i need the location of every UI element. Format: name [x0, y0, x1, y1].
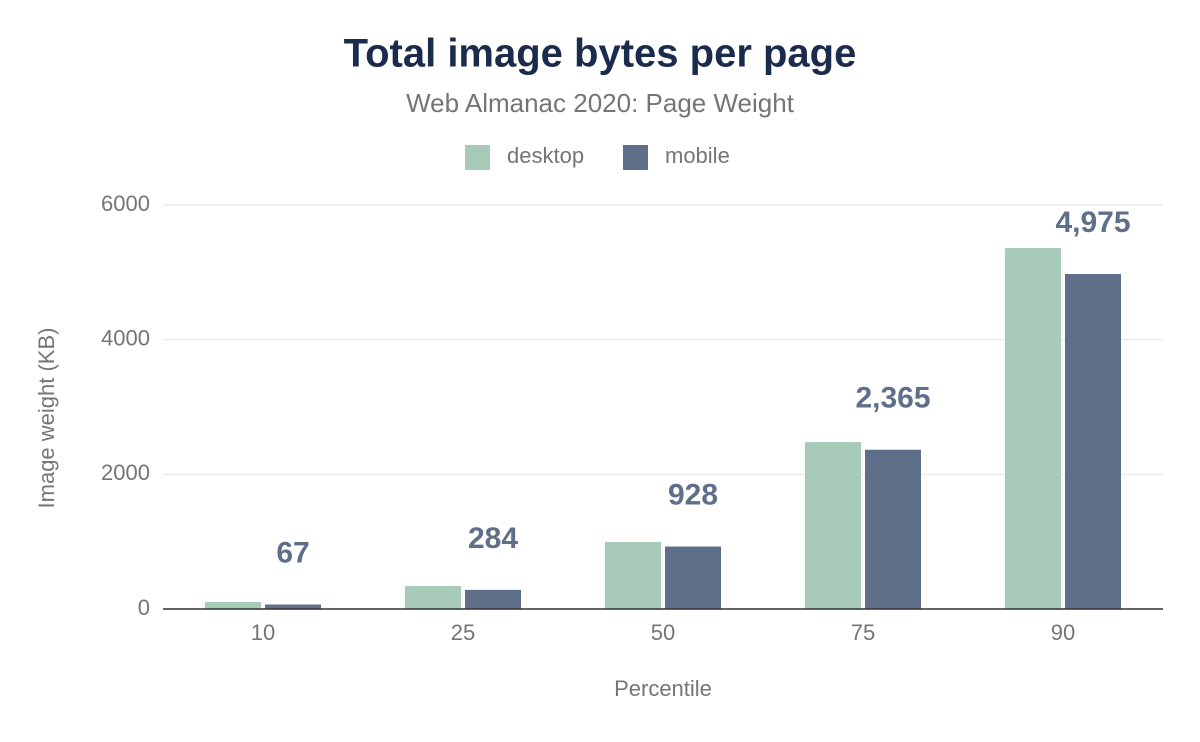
x-tick-label: 50: [651, 620, 675, 645]
data-label: 2,365: [855, 382, 930, 415]
data-label: 4,975: [1055, 206, 1130, 239]
y-tick-label: 6000: [101, 191, 150, 216]
x-axis-title: Percentile: [614, 676, 712, 701]
x-tick-label: 90: [1051, 620, 1075, 645]
bar: [405, 585, 461, 609]
bar: [265, 604, 321, 609]
bar: [1065, 274, 1121, 609]
legend-swatch: [623, 145, 648, 170]
x-tick-label: 25: [451, 620, 475, 645]
x-tick-label: 10: [251, 620, 275, 645]
y-tick-label: 0: [138, 595, 150, 620]
legend-label: desktop: [507, 143, 584, 168]
legend-swatch: [465, 145, 490, 170]
chart-subtitle: Web Almanac 2020: Page Weight: [406, 88, 795, 118]
bar: [465, 589, 521, 609]
y-tick-label: 4000: [101, 325, 150, 350]
data-label: 928: [668, 478, 718, 511]
bar: [665, 546, 721, 609]
data-label: 284: [468, 522, 518, 555]
bar: [605, 542, 661, 609]
bar: [205, 601, 261, 609]
data-label: 67: [276, 536, 309, 569]
y-tick-label: 2000: [101, 460, 150, 485]
bar: [805, 442, 861, 609]
legend-label: mobile: [665, 143, 730, 168]
y-axis-title: Image weight (KB): [34, 328, 59, 509]
bar: [865, 449, 921, 609]
chart-title: Total image bytes per page: [344, 32, 857, 76]
x-tick-label: 75: [851, 620, 875, 645]
bar: [1005, 248, 1061, 609]
